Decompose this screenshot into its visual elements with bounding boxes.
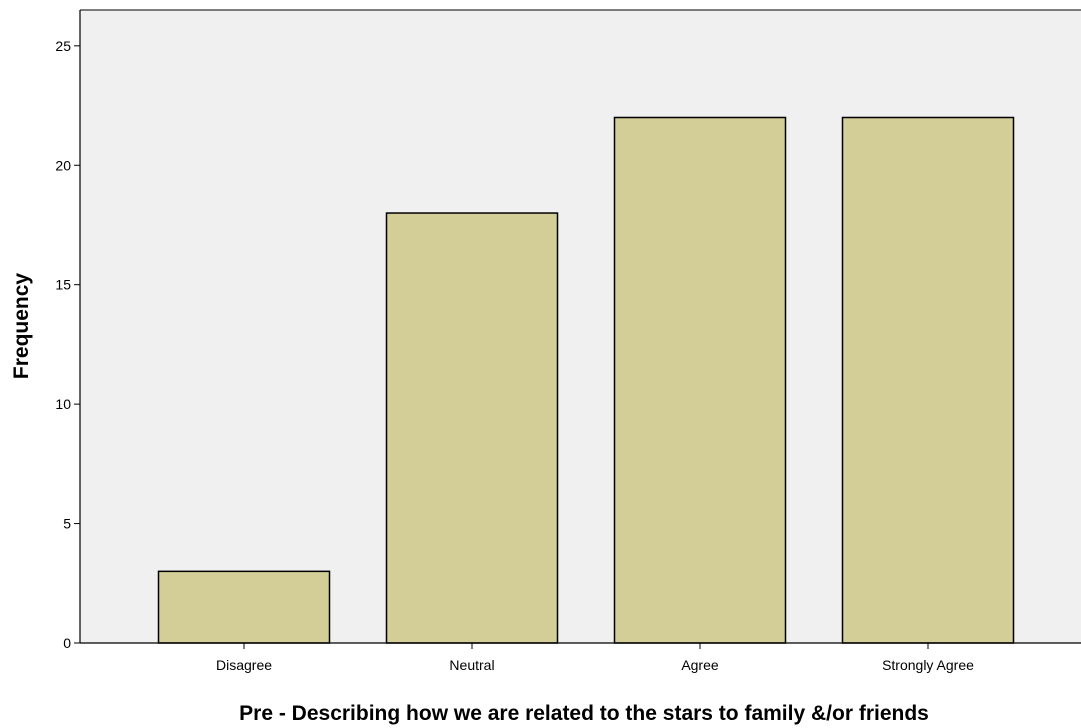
y-tick-label: 10	[55, 396, 71, 412]
x-tick-label: Strongly Agree	[882, 657, 974, 673]
y-ticks-group: 0 5 10 15 20 25	[55, 38, 80, 651]
y-axis-title: Frequency	[10, 273, 33, 380]
x-tick-label: Disagree	[216, 657, 272, 673]
y-tick-label: 15	[55, 277, 71, 293]
bar-neutral	[385, 212, 559, 644]
bar-strongly-agree	[841, 116, 1015, 644]
bar-disagree	[157, 570, 331, 644]
x-ticks-group: Disagree Neutral Agree Strongly Agree	[216, 643, 974, 673]
y-tick-label: 25	[55, 38, 71, 54]
bars-group	[157, 116, 1015, 644]
y-tick-label: 0	[63, 635, 71, 651]
x-tick-label: Agree	[681, 657, 719, 673]
bar-agree	[613, 116, 787, 644]
x-tick-label: Neutral	[449, 657, 494, 673]
y-tick-label: 20	[55, 157, 71, 173]
x-axis-title: Pre - Describing how we are related to t…	[239, 702, 929, 725]
y-tick-label: 5	[63, 516, 71, 532]
